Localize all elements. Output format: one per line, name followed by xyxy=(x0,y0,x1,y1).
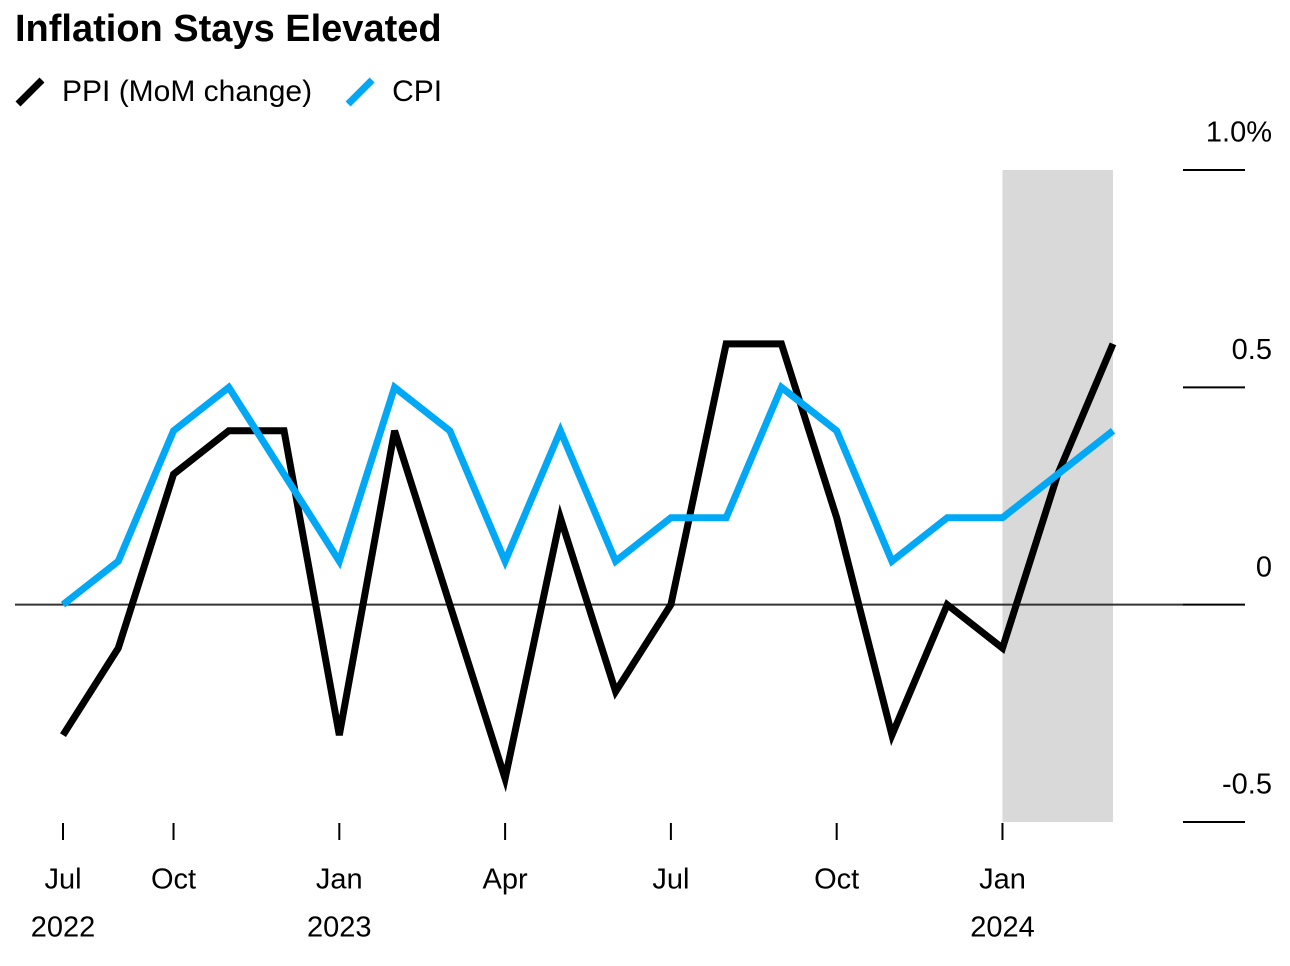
legend-label: PPI (MoM change) xyxy=(62,75,312,108)
x-tick-label: Jan xyxy=(316,864,363,896)
y-tick-label: 0.5 xyxy=(1232,334,1272,366)
x-year-label: 2023 xyxy=(307,912,372,944)
x-tick-label: Apr xyxy=(483,864,528,896)
y-tick-label: -0.5 xyxy=(1222,769,1272,801)
legend-swatch xyxy=(15,77,45,107)
x-tick-label: Oct xyxy=(151,864,196,896)
x-tick-label: Jul xyxy=(44,864,81,896)
x-tick-label: Oct xyxy=(814,864,859,896)
chart-title: Inflation Stays Elevated xyxy=(15,8,442,50)
y-tick-label: 0 xyxy=(1256,551,1272,583)
x-year-label: 2024 xyxy=(970,912,1035,944)
legend-label: CPI xyxy=(392,75,442,108)
x-tick-label: Jul xyxy=(652,864,689,896)
series-line xyxy=(60,340,1117,793)
legend: PPI (MoM change) CPI xyxy=(15,75,442,108)
legend-swatch xyxy=(345,77,375,107)
y-tick-label: 1.0% xyxy=(1206,117,1272,149)
shaded-period xyxy=(1002,170,1113,822)
x-tick-label: Jan xyxy=(979,864,1026,896)
x-year-label: 2022 xyxy=(31,912,96,944)
series-line xyxy=(60,381,1116,608)
